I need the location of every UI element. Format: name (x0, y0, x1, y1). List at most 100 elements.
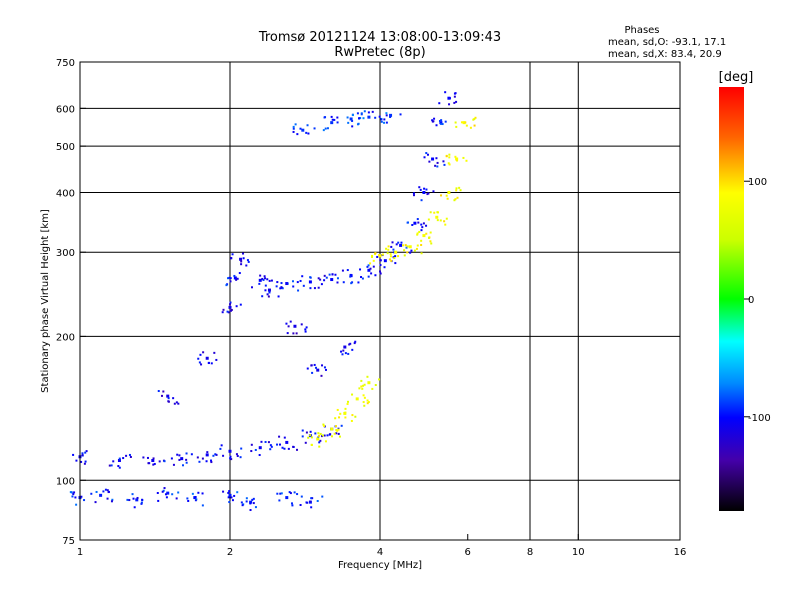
data-point (330, 278, 334, 282)
echo-point (349, 342, 352, 345)
echo-point (309, 287, 312, 290)
echo-point (436, 165, 439, 168)
echo-point (260, 440, 263, 443)
echo-point (81, 452, 84, 455)
echo-point (283, 447, 286, 450)
echo-point (348, 343, 351, 346)
echo-point (346, 269, 349, 272)
echo-point (306, 367, 309, 370)
echo-point (455, 187, 458, 190)
echo-point (360, 276, 363, 279)
echo-point (240, 260, 243, 263)
echo-point (385, 112, 388, 115)
echo-point (118, 466, 121, 469)
echo-point (240, 501, 243, 504)
echo-point (305, 326, 308, 329)
echo-point (444, 91, 447, 94)
echo-point (383, 266, 386, 269)
echo-point (448, 156, 451, 159)
x-tick-label: 8 (527, 547, 533, 558)
echo-point (328, 433, 331, 436)
echo-point (444, 223, 447, 226)
echo-point (249, 509, 252, 512)
echo-point (305, 131, 308, 134)
series-upper-echoes (292, 110, 402, 136)
echo-point (370, 255, 373, 258)
echo-point (363, 396, 366, 399)
echo-point (356, 112, 359, 115)
echo-point (443, 220, 446, 223)
echo-point (351, 125, 354, 128)
data-point (413, 221, 417, 225)
echo-point (420, 199, 423, 202)
colorbar-ticks: 100 0 -100 (744, 177, 771, 424)
echo-point (336, 121, 339, 124)
colorbar-tick-label: 0 (748, 295, 754, 306)
echo-point (331, 118, 334, 121)
echo-point (428, 236, 431, 239)
echo-point (367, 401, 370, 404)
echo-point (335, 425, 338, 428)
echo-point (393, 251, 396, 254)
data-point (422, 190, 426, 194)
echo-point (240, 447, 243, 450)
data-point (301, 128, 305, 132)
echo-point (448, 97, 451, 100)
echo-point (378, 254, 381, 257)
echo-point (319, 278, 322, 281)
echo-point (310, 364, 313, 367)
echo-point (465, 159, 468, 162)
echo-point (439, 219, 442, 222)
echo-point (230, 257, 233, 260)
echo-point (261, 277, 264, 280)
echo-point (289, 492, 292, 495)
echo-point (162, 489, 165, 492)
echo-point (125, 454, 128, 457)
echo-point (254, 448, 257, 451)
echo-point (344, 352, 347, 355)
echo-point (397, 241, 400, 244)
echo-point (110, 464, 113, 467)
echo-point (425, 188, 428, 191)
echo-point (326, 127, 329, 130)
echo-point (313, 127, 316, 130)
echo-point (301, 435, 304, 438)
echo-point (313, 363, 316, 366)
echo-point (402, 244, 405, 247)
echo-point (278, 435, 281, 438)
echo-point (422, 222, 425, 225)
echo-point (280, 286, 283, 289)
echo-point (340, 350, 343, 353)
echo-point (136, 496, 139, 499)
echo-point (294, 123, 297, 126)
echo-point (335, 429, 338, 432)
data-point (447, 190, 451, 194)
echo-point (152, 463, 155, 466)
echo-point (436, 219, 439, 222)
echo-point (323, 424, 326, 427)
echo-point (340, 424, 343, 427)
echo-point (245, 500, 248, 503)
echo-point (387, 248, 390, 251)
echo-point (196, 456, 199, 459)
x-tick-label: 10 (572, 547, 585, 558)
echo-point (459, 189, 462, 192)
grid-layer (80, 62, 680, 540)
echo-point (369, 262, 372, 265)
echo-point (229, 280, 232, 283)
y-tick-label: 200 (56, 332, 75, 343)
echo-point (73, 491, 76, 494)
echo-point (227, 277, 230, 280)
chart-title: Tromsø 20121124 13:08:00-13:09:43 (258, 30, 501, 45)
echo-point (416, 232, 419, 235)
echo-point (132, 497, 135, 500)
data-point (258, 446, 262, 450)
echo-point (146, 456, 149, 459)
echo-point (434, 164, 437, 167)
echo-point (104, 488, 107, 491)
stats-line-x: mean, sd,X: 83.4, 20.9 (608, 49, 722, 60)
data-point (330, 121, 334, 125)
echo-point (80, 460, 83, 463)
echo-point (317, 286, 320, 289)
echo-point (299, 504, 302, 507)
